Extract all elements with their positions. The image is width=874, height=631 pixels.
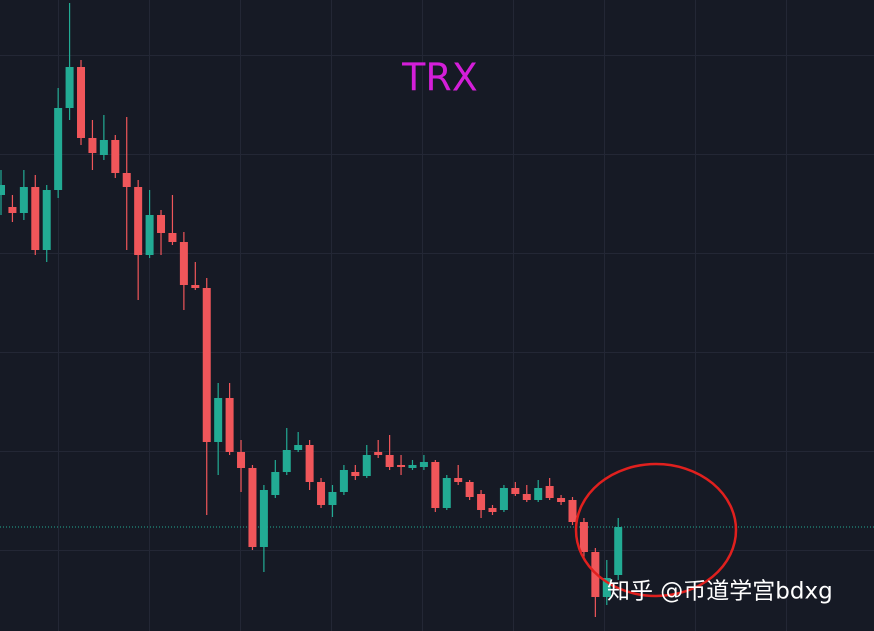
candle-body [362,455,371,476]
candle-body [214,398,223,442]
candle-body [19,187,28,213]
candle-body [54,108,63,190]
candle-body [579,522,588,552]
candle-body [385,455,394,467]
candle-body [602,578,611,597]
candle-body [488,508,497,512]
candle-body [339,470,348,492]
candle-body [374,452,383,455]
candle-body [477,494,486,510]
candle-body [294,445,303,450]
candle-body [99,140,108,155]
chart-title: TRX [401,56,478,100]
candle-body [397,465,406,467]
candle-body [88,138,97,153]
candle-body [351,472,360,476]
candle-body [557,498,566,502]
candle-body [317,482,326,505]
candle-body [328,492,337,505]
candle-body [179,242,188,285]
candle-body [122,173,131,187]
candle-body [259,490,268,547]
candle-body [271,472,280,495]
candle-body [157,215,166,233]
candle-body [465,482,474,497]
candle-body [442,478,451,508]
candle-body [568,500,577,522]
candle-body [111,140,120,173]
candle-body [134,187,143,255]
candle-body [77,67,86,138]
candle-body [202,288,211,442]
candle-body [419,462,428,467]
candle-body [282,450,291,472]
candle-body [42,190,51,250]
annotation-circle [574,462,738,598]
candle-body [237,452,246,468]
candle-body [499,488,508,510]
candle-body [431,462,440,508]
candle-body [511,488,520,494]
candle-body [454,478,463,482]
candle-body [305,445,314,482]
candle-body [534,488,543,500]
candle-body [225,398,234,452]
candle-body [8,207,17,213]
candle-body [522,494,531,500]
candle-body [408,465,417,468]
candle-body [0,185,5,195]
candle-body [545,486,554,498]
candle-body [191,285,200,288]
candle-body [248,468,257,547]
candle-body [168,233,177,242]
watermark: 知乎 @币道学宫bdxg [607,579,833,605]
candle-body [614,527,623,575]
candle-body [65,67,74,108]
candle-body [31,187,40,250]
candle-body [145,215,154,255]
